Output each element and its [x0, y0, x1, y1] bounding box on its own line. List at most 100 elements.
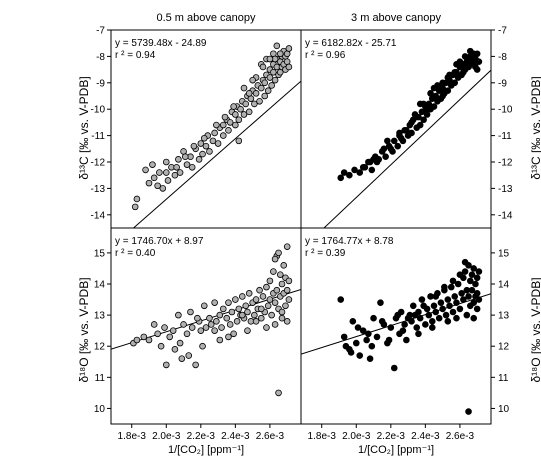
- data-point: [211, 129, 218, 137]
- data-point: [213, 318, 220, 325]
- data-point: [226, 321, 234, 328]
- data-point: [444, 74, 452, 81]
- data-point: [416, 121, 424, 129]
- data-point: [268, 311, 275, 319]
- data-point: [451, 79, 459, 87]
- data-point: [266, 55, 274, 63]
- data-point: [337, 296, 345, 303]
- data-point: [283, 243, 291, 250]
- data-point: [430, 302, 438, 310]
- data-point: [257, 314, 265, 322]
- data-point: [368, 166, 376, 174]
- data-point: [164, 177, 172, 184]
- regression-equation: y = 5739.48x - 24.89: [115, 38, 207, 49]
- data-point: [420, 302, 427, 310]
- data-point: [280, 262, 288, 269]
- data-point: [154, 182, 161, 190]
- data-point: [257, 305, 265, 313]
- data-point: [377, 299, 384, 306]
- data-point: [175, 156, 182, 163]
- data-point: [403, 336, 410, 344]
- data-point: [354, 324, 362, 331]
- x-tick-label: 2.6e-3: [256, 431, 285, 442]
- data-point: [183, 161, 191, 168]
- data-point: [171, 171, 179, 179]
- data-point: [133, 195, 141, 203]
- plot-area: [131, 42, 301, 228]
- plot-area: [301, 258, 491, 415]
- data-point: [409, 302, 417, 310]
- data-point: [458, 290, 465, 297]
- data-point: [131, 203, 139, 211]
- y-tick-label: 14: [498, 280, 510, 291]
- data-point: [185, 352, 193, 359]
- data-point: [428, 318, 436, 325]
- data-point: [235, 116, 243, 124]
- data-point: [273, 42, 281, 50]
- y-tick-label: 14: [94, 280, 106, 291]
- data-point: [422, 321, 429, 328]
- data-point: [264, 87, 272, 95]
- data-point: [176, 169, 184, 176]
- data-point: [176, 339, 184, 347]
- data-point: [162, 169, 170, 176]
- data-point: [285, 45, 293, 52]
- data-point: [278, 314, 286, 322]
- y-tick-label: -13: [498, 184, 513, 195]
- x-tick-label: 2.2e-3: [377, 431, 406, 442]
- data-point: [415, 330, 422, 338]
- data-point: [218, 324, 225, 331]
- data-point: [133, 336, 141, 344]
- data-point: [435, 314, 443, 322]
- data-point: [214, 140, 222, 147]
- data-point: [200, 302, 208, 310]
- data-point: [216, 336, 224, 344]
- data-point: [382, 153, 389, 161]
- y-tick-label: -8: [96, 52, 105, 63]
- data-point: [156, 169, 163, 176]
- data-point: [470, 299, 478, 306]
- data-point: [473, 290, 481, 297]
- y-tick-label: -12: [498, 158, 513, 169]
- data-point: [342, 342, 350, 350]
- x-tick-label: 2.4e-3: [411, 431, 440, 442]
- panel-bottom-right: 10 11 12 13 14 15 1.8e-3 2.0e-3 2.2e-3 2.4e-3 2.6e…: [300, 227, 510, 442]
- data-point: [175, 311, 182, 319]
- data-point: [466, 277, 474, 285]
- data-point: [194, 314, 201, 322]
- data-point: [373, 333, 381, 341]
- data-point: [472, 280, 479, 288]
- data-point: [449, 277, 457, 285]
- data-point: [423, 105, 431, 113]
- data-point: [463, 311, 471, 319]
- y-tick-label: -11: [498, 131, 512, 142]
- data-point: [456, 271, 464, 278]
- data-point: [430, 103, 438, 110]
- y-tick-label: 11: [498, 373, 509, 384]
- y-tick-label: -7: [498, 26, 507, 37]
- data-point: [425, 311, 433, 319]
- panel-top-right: -14 -13 -12 -11 -10 -9 -8 -7 y = 6182.82x - 25.7…: [300, 26, 513, 229]
- data-point: [472, 63, 479, 71]
- y-tick-label: 13: [94, 311, 106, 322]
- y-tick-label: -12: [91, 158, 106, 169]
- data-point: [266, 296, 274, 303]
- panel-top-left: -14 -13 -12 -11 -10 -9 -8 -7 y = 5739.48x - 24.8…: [91, 26, 302, 229]
- data-point: [257, 84, 265, 92]
- data-point: [285, 63, 293, 71]
- data-point: [403, 127, 410, 134]
- y-tick-label: 12: [498, 342, 510, 353]
- regression-line: [132, 80, 301, 228]
- data-point: [278, 280, 286, 288]
- y-tick-label: -8: [498, 52, 507, 63]
- data-point: [359, 163, 367, 171]
- data-point: [199, 150, 206, 158]
- data-point: [473, 50, 481, 58]
- panel-title-right: 3 m above canopy: [351, 12, 441, 24]
- data-point: [453, 314, 460, 322]
- data-point: [349, 318, 357, 325]
- data-point: [251, 100, 258, 108]
- data-point: [430, 84, 438, 92]
- data-point: [444, 296, 452, 303]
